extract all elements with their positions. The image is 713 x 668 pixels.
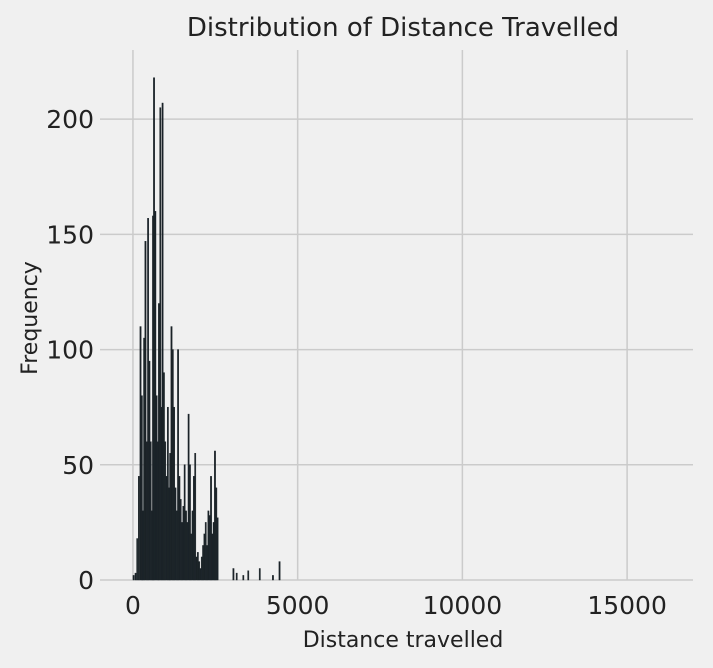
histogram-bar [194, 453, 197, 581]
y-tick-labels: 0 50 100 150 200 [46, 105, 94, 595]
histogram-bar [189, 464, 191, 581]
y-tick-label: 0 [78, 566, 94, 595]
y-tick-label: 200 [46, 105, 94, 134]
y-tick-label: 50 [62, 451, 94, 480]
histogram-bar [138, 476, 140, 581]
histogram-bar [272, 575, 274, 581]
grid-lines [100, 50, 693, 581]
histogram-bar [278, 561, 281, 581]
histogram-bar [159, 107, 162, 581]
histogram-bar [232, 568, 235, 581]
x-tick-label: 0 [125, 591, 141, 620]
x-tick-label: 5000 [266, 591, 330, 620]
chart-title: Distribution of Distance Travelled [187, 13, 619, 43]
x-tick-label: 15000 [587, 591, 667, 620]
x-tick-labels: 0 5000 10000 15000 [125, 591, 667, 620]
x-tick-label: 10000 [423, 591, 503, 620]
y-tick-label: 100 [46, 336, 94, 365]
x-axis-label: Distance travelled [303, 628, 504, 653]
histogram-bar [216, 517, 219, 581]
histogram-bar [140, 395, 143, 581]
histogram-bar [258, 568, 261, 581]
histogram-bar [144, 241, 147, 581]
histogram-bar [235, 572, 238, 581]
y-tick-label: 150 [46, 220, 94, 249]
histogram-bar [247, 570, 250, 581]
histogram-bar [134, 572, 137, 581]
y-axis-label: Frequency [18, 261, 43, 375]
histogram-bar [210, 476, 212, 581]
histogram-bar [177, 349, 179, 581]
histogram-bar [136, 538, 139, 581]
histogram-bars [132, 77, 281, 581]
histogram-bar [161, 102, 164, 581]
histogram-bar [242, 575, 245, 581]
histogram-bar [132, 575, 135, 581]
